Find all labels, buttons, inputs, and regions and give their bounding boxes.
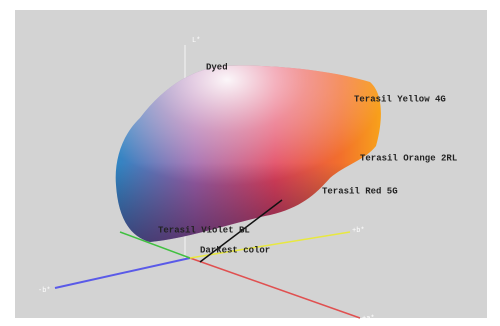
point-label: Terasil Red 5G bbox=[322, 186, 398, 196]
point-label: Dyed bbox=[206, 62, 228, 72]
minus-b-axis bbox=[54, 257, 191, 289]
point-label: Darkest color bbox=[200, 245, 270, 255]
axis-label: +b* bbox=[352, 227, 365, 235]
plus-b-axis bbox=[189, 231, 351, 259]
point-label: Terasil Yellow 4G bbox=[354, 94, 446, 104]
minus-a-axis bbox=[119, 231, 191, 259]
axis-label: +a* bbox=[362, 315, 375, 323]
point-label: Terasil Violet BL bbox=[158, 225, 250, 235]
axis-label: L* bbox=[192, 37, 200, 45]
point-label: Terasil Orange 2RL bbox=[360, 153, 457, 163]
plus-a-axis bbox=[189, 257, 361, 319]
pointer-line bbox=[199, 199, 283, 263]
gamut-shade bbox=[115, 65, 381, 242]
axis-label: -b* bbox=[38, 287, 51, 295]
